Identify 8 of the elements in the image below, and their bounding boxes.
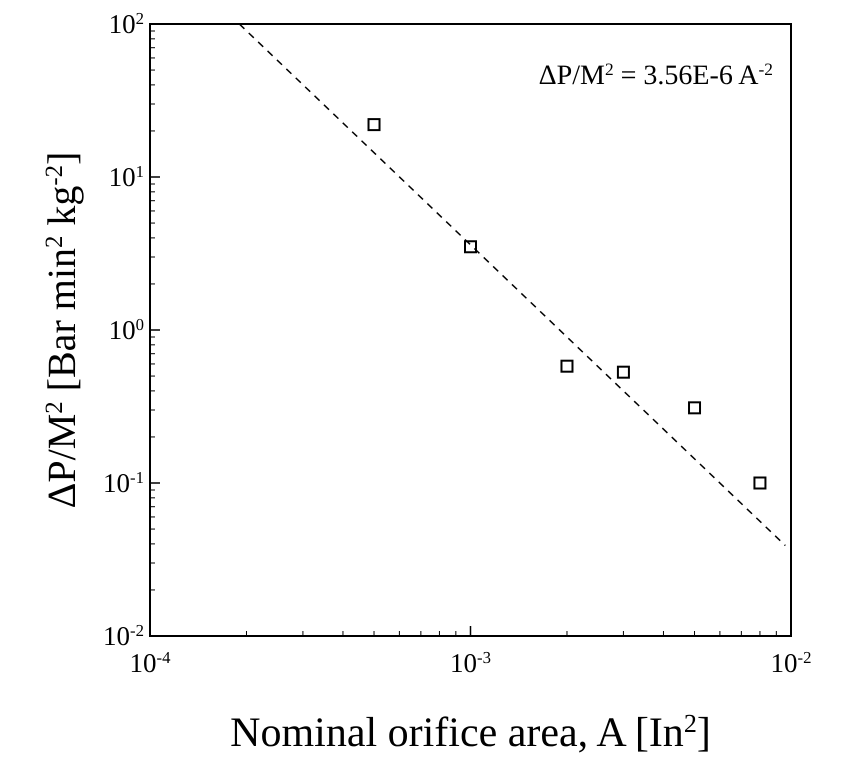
x-tick-label: 10$^{-3}$ bbox=[450, 648, 491, 678]
annotation: ΔP/M$^{2}$ = 3.56E-6 A$^{-2}$ bbox=[538, 60, 773, 91]
y-tick-label: 10$^{2}$ bbox=[108, 8, 144, 39]
y-tick-label: 10$^{-1}$ bbox=[103, 468, 144, 498]
x-axis-title: Nominal orifice area, A [In$^{2}$] bbox=[230, 708, 711, 756]
y-tick-label: 10$^{0}$ bbox=[108, 314, 144, 345]
x-tick-label: 10$^{-2}$ bbox=[770, 648, 812, 678]
y-tick-label: 10$^{1}$ bbox=[108, 162, 144, 192]
